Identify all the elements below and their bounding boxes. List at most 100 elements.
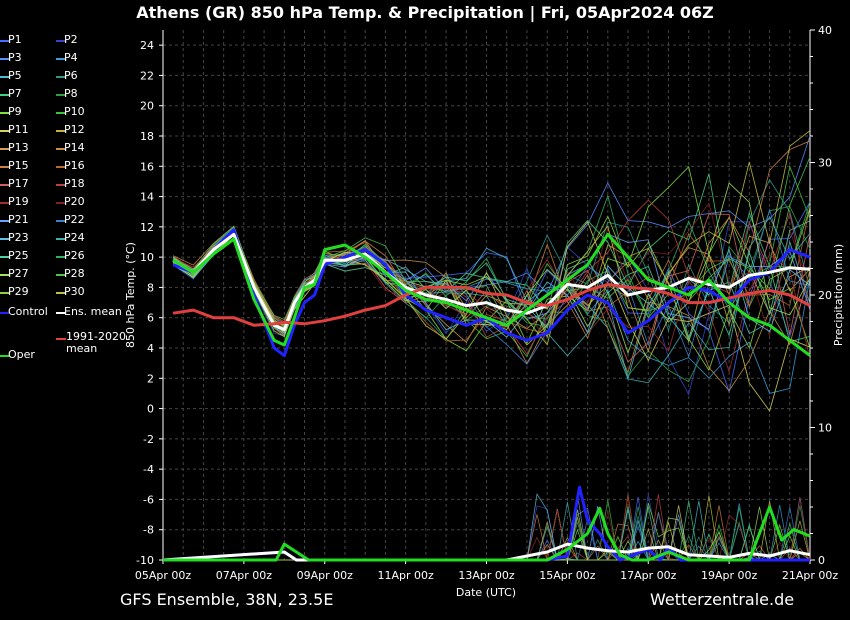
legend-label: P21 [8, 213, 29, 226]
legend-label: P19 [8, 195, 29, 208]
legend-swatch [0, 94, 10, 96]
y-tick-label: 20 [140, 100, 154, 113]
member-line [172, 205, 811, 342]
legend-label: P29 [8, 285, 29, 298]
y-tick-label: 18 [140, 130, 154, 143]
y-tick-label: 2 [147, 372, 154, 385]
series-line-ens-mean [172, 232, 811, 332]
x-tick-label: 11Apr 00z [377, 569, 434, 582]
legend-swatch [0, 274, 10, 276]
y2-tick-label: 30 [818, 157, 832, 170]
y2-tick-label: 10 [818, 422, 832, 435]
key-series [172, 228, 811, 358]
y-tick-label: 8 [147, 281, 154, 294]
member-line [172, 156, 811, 324]
legend-label: Oper [8, 348, 35, 361]
legend-label: P7 [8, 87, 22, 100]
y-axis-label: 850 hPa Temp. (°C) [124, 242, 137, 348]
y2-tick-label: 0 [818, 554, 825, 567]
legend-swatch [56, 274, 66, 276]
legend-swatch [0, 312, 10, 314]
legend-label: P1 [8, 33, 22, 46]
legend-label: P2 [64, 33, 78, 46]
legend-swatch [0, 58, 10, 60]
legend-swatch [56, 338, 66, 340]
legend-swatch [0, 76, 10, 78]
legend-swatch [56, 292, 66, 294]
legend-label: P8 [64, 87, 78, 100]
legend-swatch [56, 256, 66, 258]
legend-label: 1991-2020 mean [66, 330, 126, 355]
y-tick-label: -2 [143, 433, 154, 446]
legend-swatch [0, 202, 10, 204]
legend-swatch [56, 202, 66, 204]
legend-swatch [0, 355, 10, 357]
legend-swatch [0, 148, 10, 150]
y-tick-label: 4 [147, 342, 154, 355]
legend-label: P13 [8, 141, 29, 154]
series-line-oper [172, 232, 811, 357]
precipitation-series [162, 485, 811, 562]
legend-label: P23 [8, 231, 29, 244]
member-line [172, 130, 811, 346]
legend-label: P14 [64, 141, 85, 154]
y2-tick-label: 20 [818, 289, 832, 302]
legend-label: P27 [8, 267, 29, 280]
x-tick-label: 13Apr 00z [458, 569, 515, 582]
legend-label: P5 [8, 69, 22, 82]
legend-swatch [56, 238, 66, 240]
legend-swatch [0, 184, 10, 186]
y-tick-label: 0 [147, 403, 154, 416]
legend-label: P20 [64, 195, 85, 208]
legend-label: P9 [8, 105, 22, 118]
y-tick-label: 16 [140, 160, 154, 173]
x-tick-label: 15Apr 00z [539, 569, 596, 582]
legend-swatch [56, 130, 66, 132]
y-tick-label: -6 [143, 493, 154, 506]
y2-axis-label: Precipitation (mm) [832, 244, 845, 346]
y-tick-label: 14 [140, 191, 154, 204]
legend-swatch [56, 112, 66, 114]
legend-label: P24 [64, 231, 85, 244]
legend-swatch [56, 40, 66, 42]
legend-label: Ens. mean [64, 305, 122, 318]
legend-label: P17 [8, 177, 29, 190]
chart-title: Athens (GR) 850 hPa Temp. & Precipitatio… [136, 3, 714, 23]
x-tick-label: 05Apr 00z [135, 569, 192, 582]
legend-label: P3 [8, 51, 22, 64]
x-axis-label: Date (UTC) [456, 586, 516, 599]
footer-site: Wetterzentrale.de [650, 590, 795, 609]
legend-swatch [0, 40, 10, 42]
y-tick-label: 22 [140, 69, 154, 82]
x-tick-label: 19Apr 00z [701, 569, 758, 582]
legend-label: P10 [64, 105, 85, 118]
footer-model-info: GFS Ensemble, 38N, 23.5E [120, 590, 334, 609]
y-tick-label: -4 [143, 463, 154, 476]
legend-swatch [0, 292, 10, 294]
member-line [172, 232, 811, 338]
legend-label: P4 [64, 51, 78, 64]
legend-label: P30 [64, 285, 85, 298]
legend-label: P12 [64, 123, 85, 136]
y-tick-label: 10 [140, 251, 154, 264]
legend-label: P22 [64, 213, 85, 226]
y-tick-label: 6 [147, 312, 154, 325]
legend-swatch [56, 94, 66, 96]
legend-swatch [0, 112, 10, 114]
legend-swatch [0, 130, 10, 132]
legend-swatch [0, 238, 10, 240]
x-tick-label: 21Apr 00z [782, 569, 839, 582]
legend-label: P15 [8, 159, 29, 172]
legend-swatch [56, 312, 66, 314]
legend-label: Control [8, 305, 48, 318]
legend-swatch [0, 256, 10, 258]
legend-label: P25 [8, 249, 29, 262]
legend-swatch [56, 184, 66, 186]
y-tick-label: 24 [140, 39, 154, 52]
legend-swatch [0, 220, 10, 222]
y-tick-label: 12 [140, 221, 154, 234]
legend-label: P28 [64, 267, 85, 280]
x-tick-label: 09Apr 00z [297, 569, 354, 582]
legend-swatch [56, 58, 66, 60]
